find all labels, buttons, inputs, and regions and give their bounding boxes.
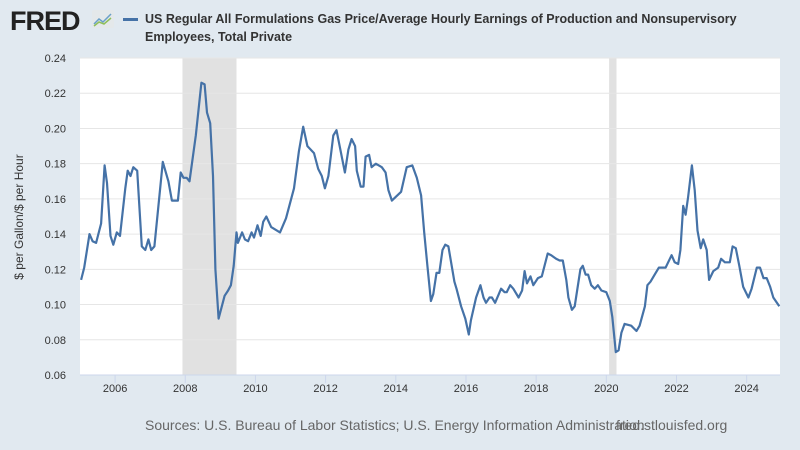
series-line: [80, 81, 781, 354]
series-title[interactable]: US Regular All Formulations Gas Price/Av…: [145, 12, 737, 44]
y-tick-label: 0.20: [45, 123, 66, 135]
x-tick-label: 2022: [664, 383, 688, 395]
x-tick-label: 2018: [524, 383, 548, 395]
y-tick-label: 0.16: [45, 194, 66, 206]
x-tick-label: 2014: [384, 383, 408, 395]
x-tick-label: 2020: [594, 383, 618, 395]
fred-url-link[interactable]: fred.stlouisfed.org: [616, 417, 728, 433]
y-tick-label: 0.22: [45, 88, 66, 100]
y-tick-label: 0.14: [45, 229, 66, 241]
x-tick-label: 2012: [313, 383, 337, 395]
y-tick-label: 0.18: [45, 159, 66, 171]
y-tick-label: 0.24: [45, 53, 66, 65]
legend-swatch: [123, 18, 138, 21]
y-tick-label: 0.12: [45, 264, 66, 276]
x-tick-label: 2016: [454, 383, 478, 395]
recession-band: [182, 58, 237, 375]
x-tick-label: 2008: [173, 383, 197, 395]
x-tick-label: 2024: [734, 383, 758, 395]
y-tick-label: 0.08: [45, 335, 66, 347]
recession-band: [609, 58, 617, 375]
y-tick-label: 0.10: [45, 300, 66, 312]
fred-logo-graph-icon: [92, 10, 114, 28]
fred-logo[interactable]: FRED: [10, 6, 80, 36]
sources-text: Sources: U.S. Bureau of Labor Statistics…: [145, 417, 645, 433]
x-tick-label: 2006: [103, 383, 127, 395]
x-tick-label: 2010: [243, 383, 267, 395]
y-axis-label: $ per Gallon/$ per Hour: [12, 154, 26, 279]
y-tick-label: 0.06: [45, 370, 66, 382]
